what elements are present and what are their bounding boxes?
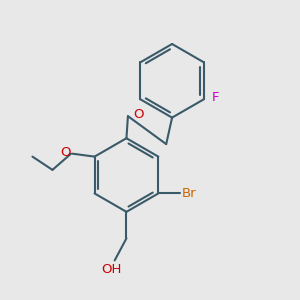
Text: Br: Br xyxy=(182,187,196,200)
Text: F: F xyxy=(212,91,220,104)
Text: O: O xyxy=(61,146,71,159)
Text: OH: OH xyxy=(101,263,122,276)
Text: O: O xyxy=(133,108,144,121)
